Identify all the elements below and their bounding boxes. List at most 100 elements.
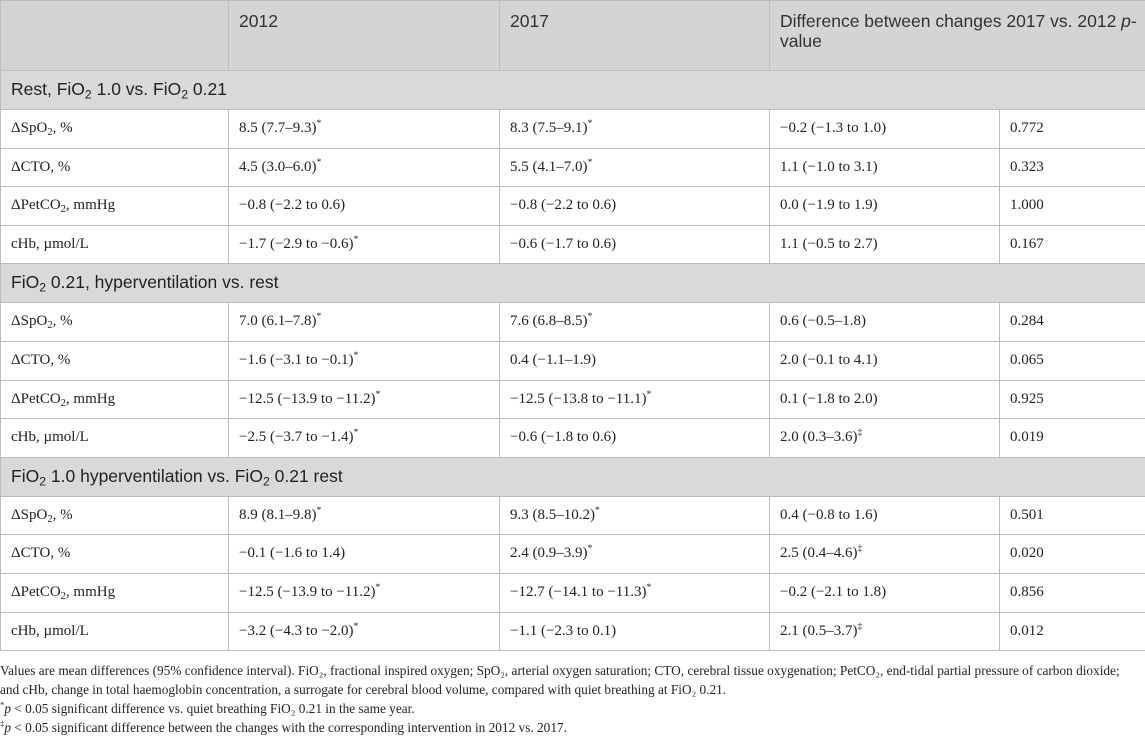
- cell-2017: −0.8 (−2.2 to 0.6): [499, 186, 770, 226]
- row-label-text: ΔSpO: [11, 506, 48, 523]
- row-label-text: , %: [52, 120, 73, 136]
- row-label: cHb, µmol/L: [0, 611, 229, 652]
- section-title-sub: 2: [181, 87, 189, 102]
- mark-2017: *: [646, 388, 652, 400]
- value-difference: 0.0 (−1.9 to 1.9): [780, 197, 878, 214]
- cell-2012: 8.5 (7.7–9.3)*: [228, 109, 500, 149]
- section-title-text: 1.0 hyperventilation vs. FiO: [46, 465, 263, 486]
- cell-2012: −1.7 (−2.9 to −0.6)*: [228, 224, 500, 265]
- footnote-definitions: Values are mean differences (95% confide…: [0, 663, 1120, 698]
- mark-difference: ‡: [857, 620, 863, 632]
- table-row: ΔSpO2, % 8.5 (7.7–9.3)* 8.3 (7.5–9.1)* −0.2…: [0, 109, 1145, 149]
- results-table: 2012 2017 Difference between changes 201…: [0, 0, 1145, 652]
- section-title-text: Rest, FiO: [11, 79, 85, 99]
- cell-2017: 5.5 (4.1–7.0)*: [499, 147, 770, 188]
- row-label-text: , %: [52, 506, 73, 523]
- row-label: cHb, µmol/L: [0, 418, 229, 458]
- value-2012: −2.5 (−3.7 to −1.4): [239, 429, 354, 446]
- mark-2012: *: [353, 233, 359, 245]
- cell-difference: 0.4 (−0.8 to 1.6): [769, 495, 1000, 536]
- value-2017: −0.6 (−1.7 to 0.6): [510, 235, 617, 252]
- header-difference: Difference between changes 2017 vs. 2012…: [768, 0, 1145, 71]
- section-title: FiO2 0.21, hyperventilation vs. rest: [0, 263, 1145, 304]
- row-label-text: cHb, µmol/L: [11, 429, 89, 446]
- footnote-star-p: p: [4, 701, 11, 717]
- value-2012: −0.1 (−1.6 to 1.4): [239, 545, 346, 562]
- section-title-text: 1.0 vs. FiO: [91, 79, 182, 99]
- value-difference: 1.1 (−1.0 to 3.1): [780, 158, 878, 175]
- value-2017: 5.5 (4.1–7.0): [510, 158, 588, 175]
- cell-p-value: 1.000: [998, 186, 1145, 226]
- row-label-sub: 2: [47, 513, 53, 525]
- section-title-sub: 2: [39, 281, 47, 296]
- table-row: cHb, µmol/L −2.5 (−3.7 to −1.4)* −0.6 (−1.…: [0, 418, 1145, 458]
- table-row: ΔCTO, % −1.6 (−3.1 to −0.1)* 0.4 (−1.1–1.9…: [0, 340, 1145, 381]
- header-value-tail: -value: [780, 11, 1137, 52]
- cell-p-value: 0.020: [998, 534, 1145, 574]
- cell-difference: 2.0 (−0.1 to 4.1): [769, 340, 1000, 381]
- footnote-star: *p < 0.05 significant difference vs. qui…: [0, 699, 1141, 718]
- table-row: cHb, µmol/L −1.7 (−2.9 to −0.6)* −0.6 (−1.…: [0, 224, 1145, 265]
- footnote-dagger-p: p: [4, 720, 11, 736]
- row-label-text: cHb, µmol/L: [11, 235, 89, 252]
- section-title-text: 0.21 rest: [269, 465, 343, 486]
- section-header-row: Rest, FiO2 1.0 vs. FiO2 0.21: [0, 70, 1145, 110]
- mark-2012: *: [375, 388, 381, 400]
- row-label-text: , mmHg: [65, 197, 116, 214]
- row-label-sub: 2: [60, 397, 66, 409]
- row-label: ΔSpO2, %: [0, 109, 229, 149]
- footnote-dagger-text: < 0.05 significant difference between th…: [10, 720, 567, 736]
- cell-2012: −1.6 (−3.1 to −0.1)*: [228, 340, 500, 381]
- cell-p-value: 0.012: [998, 611, 1145, 652]
- cell-2012: −12.5 (−13.9 to −11.2)*: [228, 572, 500, 613]
- value-2012: −12.5 (−13.9 to −11.2): [239, 390, 376, 407]
- cell-difference: 0.0 (−1.9 to 1.9): [769, 186, 1000, 226]
- row-label-text: ΔCTO, %: [11, 351, 71, 368]
- row-label-text: , %: [52, 313, 73, 330]
- value-difference: 0.4 (−0.8 to 1.6): [780, 506, 878, 523]
- row-label-text: ΔPetCO: [11, 583, 61, 600]
- mark-2012: *: [353, 349, 359, 361]
- mark-difference: ‡: [857, 427, 863, 439]
- row-label: cHb, µmol/L: [0, 224, 229, 265]
- value-difference: 2.0 (0.3–3.6): [780, 429, 858, 446]
- value-2017: 2.4 (0.9–3.9): [510, 545, 588, 562]
- mark-2012: *: [316, 118, 322, 129]
- cell-2017: 7.6 (6.8–8.5)*: [499, 302, 770, 342]
- row-label-sub: 2: [47, 127, 53, 139]
- cell-p-value: 0.925: [998, 379, 1145, 420]
- mark-2012: *: [353, 620, 359, 632]
- value-2012: −3.2 (−4.3 to −2.0): [239, 622, 354, 639]
- cell-2017: −12.5 (−13.8 to −11.1)*: [499, 379, 770, 420]
- value-2017: −12.7 (−14.1 to −11.3): [510, 583, 647, 600]
- cell-2012: −3.2 (−4.3 to −2.0)*: [228, 611, 500, 652]
- mark-2012: *: [316, 311, 322, 323]
- cell-difference: 2.1 (0.5–3.7)‡: [769, 611, 1000, 652]
- mark-2012: *: [316, 504, 322, 516]
- row-label: ΔPetCO2, mmHg: [0, 186, 229, 226]
- row-label: ΔSpO2, %: [0, 302, 229, 342]
- header-2012: 2012: [228, 0, 500, 71]
- section-header-row: FiO2 1.0 hyperventilation vs. FiO2 0.21 …: [0, 456, 1145, 497]
- section-title: FiO2 1.0 hyperventilation vs. FiO2 0.21 …: [0, 456, 1145, 497]
- table-row: ΔPetCO2, mmHg −12.5 (−13.9 to −11.2)* −12.…: [0, 572, 1145, 613]
- row-label: ΔSpO2, %: [0, 495, 229, 536]
- row-label: ΔPetCO2, mmHg: [0, 572, 229, 613]
- cell-2012: −12.5 (−13.9 to −11.2)*: [228, 379, 500, 420]
- mark-2012: *: [353, 427, 359, 439]
- section-title-sub: 2: [84, 87, 92, 102]
- value-difference: 2.1 (0.5–3.7): [780, 622, 858, 639]
- header-empty: [0, 0, 229, 71]
- value-2012: 4.5 (3.0–6.0): [239, 158, 317, 175]
- section-title-text: 0.21, hyperventilation vs. rest: [46, 272, 279, 293]
- footnotes: Values are mean differences (95% confide…: [0, 651, 1145, 737]
- table-row: ΔCTO, % 4.5 (3.0–6.0)* 5.5 (4.1–7.0)* 1.1 (…: [0, 147, 1145, 188]
- value-difference: 0.6 (−0.5–1.8): [780, 313, 866, 330]
- footnote-star-text: < 0.05 significant difference vs. quiet …: [10, 701, 415, 717]
- row-label: ΔPetCO2, mmHg: [0, 379, 229, 420]
- row-label: ΔCTO, %: [0, 534, 229, 574]
- value-difference: −0.2 (−1.3 to 1.0): [780, 120, 887, 136]
- table-body: Rest, FiO2 1.0 vs. FiO2 0.21 ΔSpO2, % 8.5 …: [0, 70, 1145, 652]
- table-row: ΔSpO2, % 8.9 (8.1–9.8)* 9.3 (8.5–10.2)* 0.4…: [0, 495, 1145, 536]
